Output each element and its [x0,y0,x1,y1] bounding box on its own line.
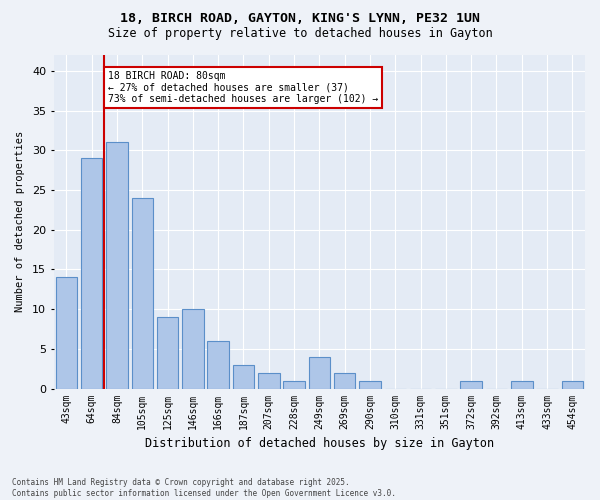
Bar [460,380,482,388]
Bar [359,380,381,388]
Bar [511,380,533,388]
Bar [283,380,305,388]
Bar [157,317,178,388]
Text: 18, BIRCH ROAD, GAYTON, KING'S LYNN, PE32 1UN: 18, BIRCH ROAD, GAYTON, KING'S LYNN, PE3… [120,12,480,26]
Text: 18 BIRCH ROAD: 80sqm
← 27% of detached houses are smaller (37)
73% of semi-detac: 18 BIRCH ROAD: 80sqm ← 27% of detached h… [108,71,379,104]
Bar [106,142,128,388]
Bar [258,372,280,388]
Bar [308,357,330,388]
Text: Contains HM Land Registry data © Crown copyright and database right 2025.
Contai: Contains HM Land Registry data © Crown c… [12,478,396,498]
Text: Size of property relative to detached houses in Gayton: Size of property relative to detached ho… [107,28,493,40]
Bar [182,309,203,388]
Bar [208,341,229,388]
Bar [56,278,77,388]
Y-axis label: Number of detached properties: Number of detached properties [15,131,25,312]
Bar [334,372,355,388]
Bar [562,380,583,388]
Bar [233,364,254,388]
X-axis label: Distribution of detached houses by size in Gayton: Distribution of detached houses by size … [145,437,494,450]
Bar [131,198,153,388]
Bar [81,158,103,388]
